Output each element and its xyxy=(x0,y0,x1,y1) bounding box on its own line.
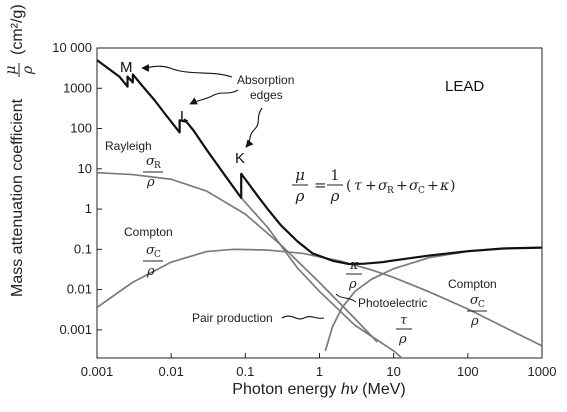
svg-text:σ: σ xyxy=(146,243,156,258)
svg-text:+: + xyxy=(427,178,439,194)
y-tick-label: 100 xyxy=(70,121,92,136)
y-tick-label: 10 xyxy=(78,161,92,176)
svg-text:C: C xyxy=(418,186,425,196)
absorption-label-line1: Absorption xyxy=(237,73,294,87)
svg-text:1: 1 xyxy=(331,168,340,184)
x-axis-title: Photon energy hν (MeV) xyxy=(232,381,405,398)
svg-text:ρ: ρ xyxy=(348,277,357,292)
y-axis-title: Mass attenuation coefficient μ ρ (cm²/g) xyxy=(3,4,36,297)
svg-text:Mass attenuation coefficient: Mass attenuation coefficient xyxy=(9,98,26,297)
panel-label: LEAD xyxy=(445,78,484,95)
svg-text:σ: σ xyxy=(470,293,480,308)
rayleigh-label: Rayleigh xyxy=(105,139,152,153)
pair-pointer xyxy=(281,315,325,320)
x-tick-label: 10 xyxy=(386,364,400,379)
edge-label-l: L xyxy=(180,108,188,125)
x-axis-ticks: 0.001 0.01 0.1 1 10 100 1000 xyxy=(81,353,557,379)
edge-label-m: M xyxy=(120,59,133,76)
compton-right-fraction: σ C ρ xyxy=(467,293,487,329)
photoelectric-label: Photoelectric xyxy=(358,296,427,310)
compton-left-label: Compton xyxy=(124,225,173,239)
svg-text:σ: σ xyxy=(378,178,388,194)
series-photoelectric-line xyxy=(240,197,404,358)
compton-left-fraction: σ C ρ xyxy=(143,243,163,279)
svg-text:): ) xyxy=(450,178,455,194)
x-tick-label: 0.001 xyxy=(81,364,114,379)
series-total-line xyxy=(97,59,542,266)
arrow-k xyxy=(245,107,263,148)
y-tick-label: 1000 xyxy=(63,80,92,95)
svg-text:ρ: ρ xyxy=(20,65,36,75)
svg-text:τ: τ xyxy=(400,313,408,328)
svg-text:R: R xyxy=(154,161,161,171)
arrow-l xyxy=(189,89,239,105)
y-tick-label: 0.01 xyxy=(67,282,92,297)
svg-text:+: + xyxy=(396,178,408,194)
arrow-m xyxy=(141,64,233,78)
y-tick-label: 1 xyxy=(85,201,92,216)
x-tick-label: 1 xyxy=(316,364,323,379)
rayleigh-fraction: σ R ρ xyxy=(143,154,163,190)
svg-text:(cm²/g): (cm²/g) xyxy=(9,4,26,55)
svg-text:C: C xyxy=(478,300,485,310)
svg-text:σ: σ xyxy=(146,154,156,169)
svg-text:C: C xyxy=(154,250,161,260)
svg-text:(: ( xyxy=(346,178,351,194)
pair-fraction: κ ρ xyxy=(346,258,362,292)
photoelectric-fraction: τ ρ xyxy=(396,313,412,347)
x-tick-label: 1000 xyxy=(528,364,557,379)
y-tick-label: 10 000 xyxy=(52,40,92,55)
y-tick-label: 0.001 xyxy=(59,322,92,337)
x-tick-label: 0.1 xyxy=(236,364,254,379)
svg-text:τ: τ xyxy=(354,178,362,194)
y-tick-label: 0.1 xyxy=(74,241,92,256)
svg-text:κ: κ xyxy=(349,258,359,273)
pair-production-label: Pair production xyxy=(192,311,273,325)
svg-text:ρ: ρ xyxy=(330,187,340,205)
svg-text:κ: κ xyxy=(439,178,449,194)
photoelectric-pointer xyxy=(335,293,357,303)
total-equation: μ ρ = 1 ρ ( τ + σ R + σ C + κ ) xyxy=(292,166,455,205)
svg-text:σ: σ xyxy=(409,178,419,194)
absorption-label-line2: edges xyxy=(250,88,283,102)
compton-right-label: Compton xyxy=(448,277,497,291)
svg-text:ρ: ρ xyxy=(146,175,155,190)
x-tick-label: 100 xyxy=(457,364,479,379)
svg-text:ρ: ρ xyxy=(470,314,479,329)
series-layer xyxy=(97,59,542,358)
edge-label-k: K xyxy=(235,150,245,167)
svg-text:ρ: ρ xyxy=(398,332,407,347)
svg-text:μ: μ xyxy=(295,166,305,184)
svg-text:R: R xyxy=(387,186,394,196)
svg-text:+: + xyxy=(365,178,377,194)
x-tick-label: 0.01 xyxy=(159,364,184,379)
svg-text:ρ: ρ xyxy=(295,187,305,205)
svg-text:=: = xyxy=(314,176,327,194)
svg-text:ρ: ρ xyxy=(146,264,155,279)
y-axis-ticks: 10 000 1000 100 10 1 0.1 0.01 0.001 xyxy=(52,40,102,337)
svg-text:μ: μ xyxy=(3,65,19,74)
